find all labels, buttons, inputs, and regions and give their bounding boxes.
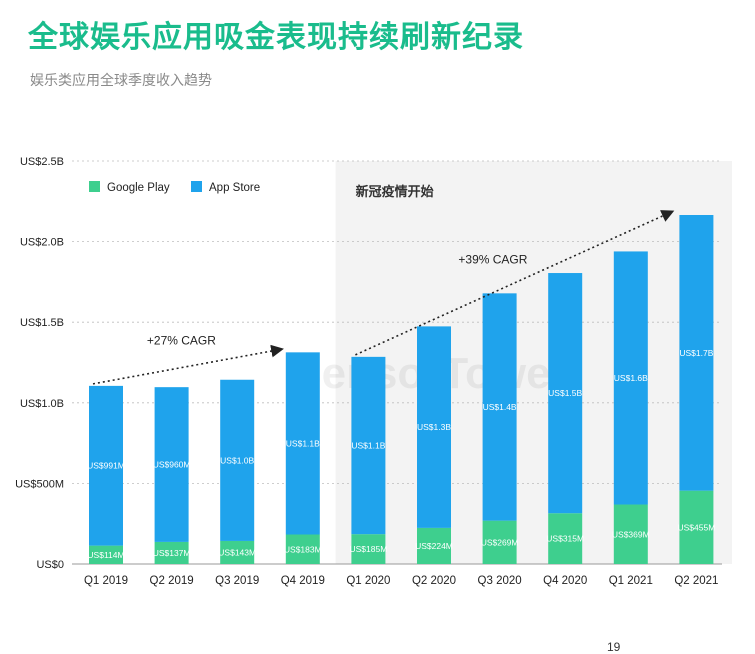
data-label-google-play: US$143M <box>218 547 256 557</box>
data-label-app-store: US$1.5B <box>548 388 582 398</box>
legend-label: App Store <box>209 182 260 194</box>
y-tick-label: US$1.5B <box>20 317 64 329</box>
data-label-google-play: US$455M <box>677 522 715 532</box>
bar-app-store <box>613 251 648 505</box>
data-label-app-store: US$1.1B <box>351 441 385 451</box>
x-tick-label: Q3 2019 <box>215 575 259 587</box>
y-tick-label: US$1.0B <box>20 398 64 410</box>
revenue-chart: 新冠疫情开始 SensorTower US$0US$500MUS$1.0BUS$… <box>15 156 732 587</box>
cagr-arrow <box>92 344 284 385</box>
data-label-app-store: US$991M <box>87 461 125 471</box>
bar-google-play <box>154 541 189 564</box>
page-title: 全球娱乐应用吸金表现持续刷新纪录 <box>28 20 524 55</box>
data-label-app-store: US$1.0B <box>220 455 254 465</box>
x-tick-label: Q2 2019 <box>150 575 194 587</box>
x-tick-label: Q4 2019 <box>281 575 325 587</box>
cagr-annotation: +27% CAGR <box>147 334 216 348</box>
bar-google-play <box>613 504 648 564</box>
bar-google-play <box>89 545 123 564</box>
legend-swatch <box>89 181 100 192</box>
cagr-annotation: +39% CAGR <box>458 252 527 266</box>
y-tick-label: US$500M <box>15 478 64 490</box>
data-label-app-store: US$960M <box>153 460 191 470</box>
bar-app-store <box>154 387 189 542</box>
x-tick-label: Q1 2020 <box>346 575 390 587</box>
legend-label: Google Play <box>107 182 170 194</box>
page-number: 19 <box>607 640 621 654</box>
legend-swatch <box>191 181 202 192</box>
bar-app-store <box>220 379 255 541</box>
x-tick-label: Q1 2021 <box>609 575 653 587</box>
bar-app-store <box>548 273 583 514</box>
data-label-google-play: US$269M <box>481 537 519 547</box>
x-tick-label: Q1 2019 <box>84 575 128 587</box>
page-subtitle: 娱乐类应用全球季度收入趋势 <box>30 73 212 89</box>
bar-app-store <box>89 385 123 546</box>
data-label-google-play: US$315M <box>546 534 584 544</box>
data-label-google-play: US$183M <box>284 544 322 554</box>
data-label-google-play: US$224M <box>415 541 453 551</box>
data-label-app-store: US$1.7B <box>679 348 713 358</box>
data-label-google-play: US$369M <box>612 529 650 539</box>
x-tick-label: Q4 2020 <box>543 575 587 587</box>
y-tick-label: US$0 <box>36 559 64 571</box>
shaded-region-label: 新冠疫情开始 <box>356 184 434 200</box>
data-label-google-play: US$114M <box>87 550 124 560</box>
x-tick-label: Q2 2021 <box>674 575 718 587</box>
data-label-app-store: US$1.1B <box>286 438 320 448</box>
bar-google-play <box>548 513 583 564</box>
x-tick-label: Q2 2020 <box>412 575 456 587</box>
bar-google-play <box>220 540 255 564</box>
x-tick-label: Q3 2020 <box>478 575 522 587</box>
data-label-app-store: US$1.6B <box>614 373 648 383</box>
y-tick-label: US$2.5B <box>20 156 64 168</box>
bar-app-store <box>285 352 320 535</box>
bar-google-play <box>679 490 714 564</box>
data-label-google-play: US$137M <box>153 548 191 558</box>
bar-app-store <box>482 293 517 521</box>
y-tick-label: US$2.0B <box>20 237 64 249</box>
bar-app-store <box>679 215 714 491</box>
data-label-google-play: US$185M <box>349 544 387 554</box>
bar-app-store <box>417 326 451 528</box>
data-label-app-store: US$1.3B <box>417 422 451 432</box>
bar-google-play <box>285 534 320 564</box>
bar-google-play <box>351 534 386 564</box>
bar-google-play <box>482 520 517 564</box>
bar-app-store <box>351 356 386 535</box>
shaded-region <box>335 161 732 564</box>
data-label-app-store: US$1.4B <box>483 402 517 412</box>
bar-google-play <box>417 527 451 564</box>
